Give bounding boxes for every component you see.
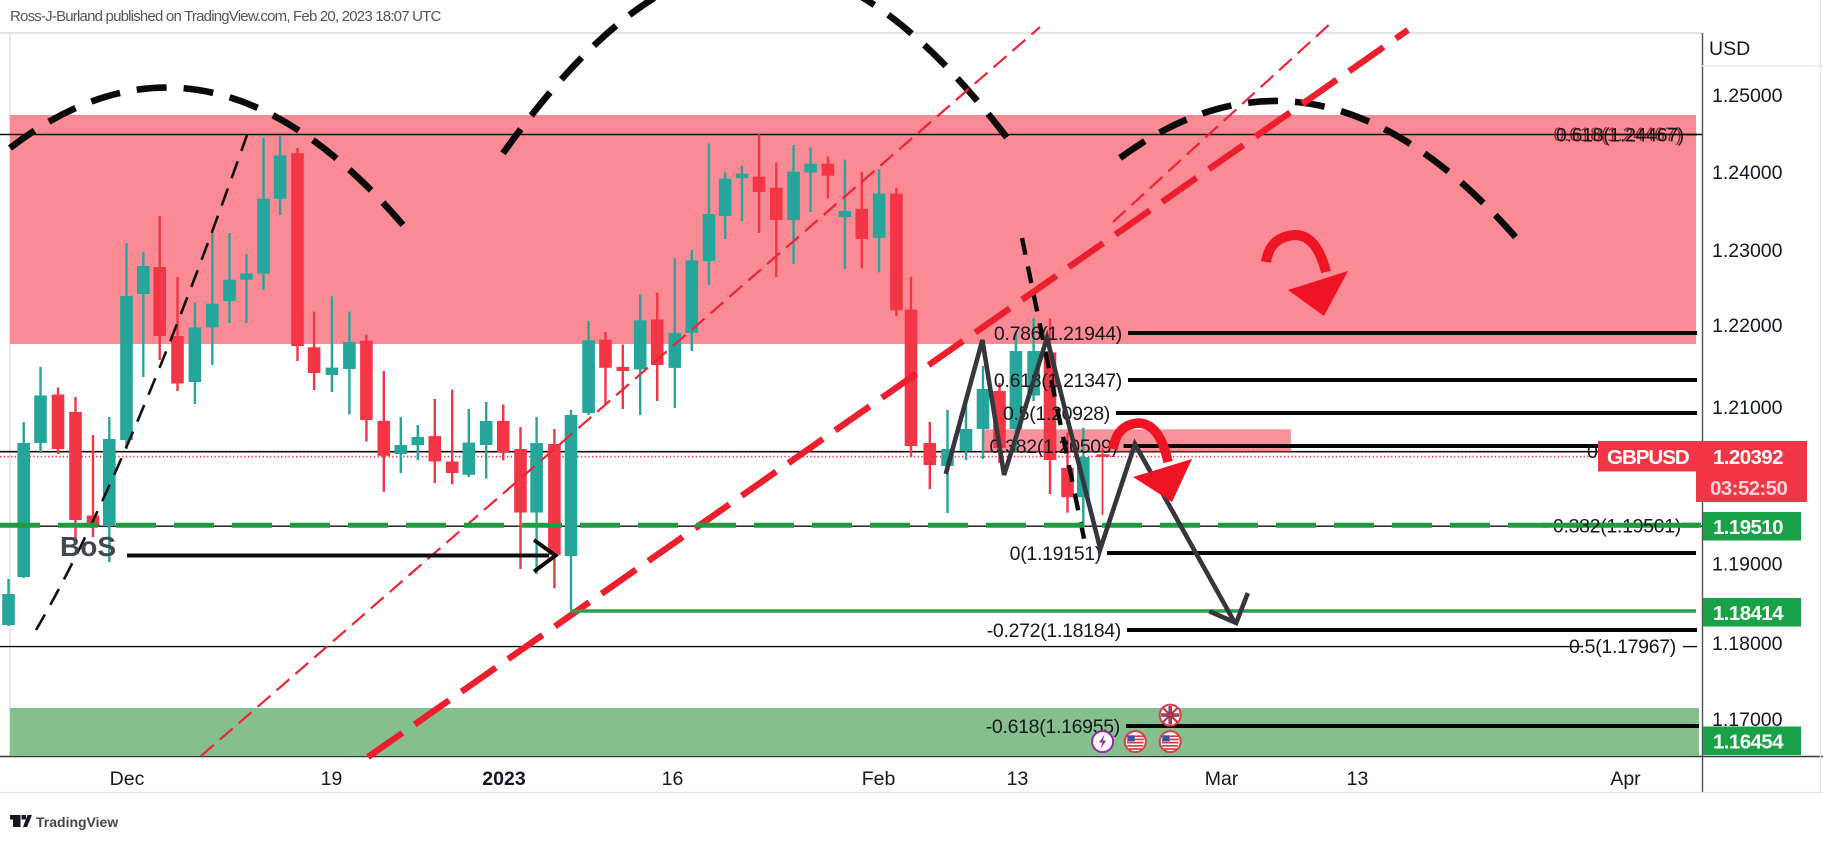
svg-text:1.21000: 1.21000 xyxy=(1712,397,1783,419)
svg-text:0.5(1.17967): 0.5(1.17967) xyxy=(1569,636,1676,658)
svg-text:1.17000: 1.17000 xyxy=(1712,709,1783,731)
svg-text:1.19510: 1.19510 xyxy=(1713,516,1783,539)
svg-text:1.20392: 1.20392 xyxy=(1713,446,1783,469)
svg-text:16: 16 xyxy=(662,768,684,790)
svg-text:TradingView: TradingView xyxy=(36,814,118,830)
svg-text:Mar: Mar xyxy=(1205,768,1239,790)
svg-text:USD: USD xyxy=(1709,38,1750,60)
svg-text:13: 13 xyxy=(1347,768,1369,790)
svg-text:-0.618(1.16955): -0.618(1.16955) xyxy=(986,716,1120,738)
svg-text:1.18414: 1.18414 xyxy=(1713,602,1784,625)
svg-text:1.25000: 1.25000 xyxy=(1712,85,1783,107)
svg-text:03:52:50: 03:52:50 xyxy=(1710,477,1787,500)
svg-text:GBPUSD: GBPUSD xyxy=(1607,446,1689,469)
svg-text:BoS: BoS xyxy=(60,531,116,562)
svg-text:2023: 2023 xyxy=(482,768,526,790)
svg-text:-0.272(1.18184): -0.272(1.18184) xyxy=(987,620,1121,642)
svg-text:Dec: Dec xyxy=(110,768,145,790)
svg-text:0(1.19151): 0(1.19151) xyxy=(1010,543,1101,565)
svg-text:0.618(1.24467): 0.618(1.24467) xyxy=(1556,125,1684,147)
svg-text:0.5(1.20928): 0.5(1.20928) xyxy=(1003,403,1110,425)
svg-text:Feb: Feb xyxy=(862,768,896,790)
svg-text:Apr: Apr xyxy=(1610,768,1641,790)
svg-text:1.24000: 1.24000 xyxy=(1712,162,1783,184)
svg-text:Ross-J-Burland published on Tr: Ross-J-Burland published on TradingView.… xyxy=(10,8,442,25)
svg-text:1.22000: 1.22000 xyxy=(1712,315,1783,337)
svg-text:0.382(1.20509): 0.382(1.20509) xyxy=(990,436,1118,458)
svg-text:13: 13 xyxy=(1007,768,1029,790)
svg-text:1.16454: 1.16454 xyxy=(1713,731,1784,754)
svg-text:0.786(1.21944): 0.786(1.21944) xyxy=(994,323,1122,345)
svg-text:19: 19 xyxy=(321,768,343,790)
svg-text:1.18000: 1.18000 xyxy=(1712,633,1783,655)
svg-text:1.23000: 1.23000 xyxy=(1712,240,1783,262)
svg-text:1.19000: 1.19000 xyxy=(1712,554,1783,576)
